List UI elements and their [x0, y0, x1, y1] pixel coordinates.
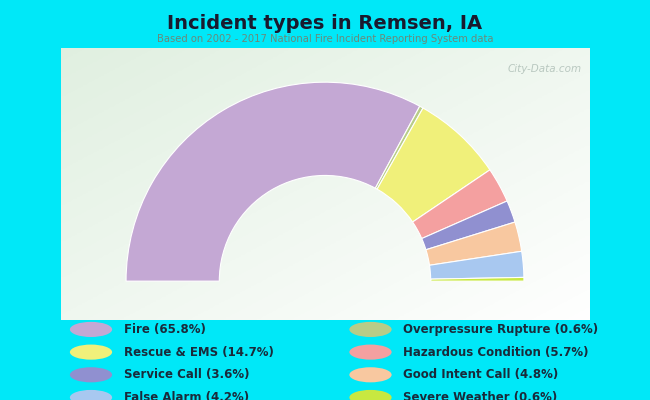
Wedge shape: [126, 82, 420, 281]
Ellipse shape: [70, 390, 112, 400]
Text: False Alarm (4.2%): False Alarm (4.2%): [124, 391, 248, 400]
Text: Incident types in Remsen, IA: Incident types in Remsen, IA: [168, 14, 482, 33]
Text: Based on 2002 - 2017 National Fire Incident Reporting System data: Based on 2002 - 2017 National Fire Incid…: [157, 34, 493, 44]
Text: Service Call (3.6%): Service Call (3.6%): [124, 368, 249, 381]
Wedge shape: [377, 108, 490, 222]
Text: Hazardous Condition (5.7%): Hazardous Condition (5.7%): [403, 346, 588, 359]
Text: City-Data.com: City-Data.com: [508, 64, 582, 74]
Wedge shape: [422, 201, 515, 250]
Ellipse shape: [349, 344, 391, 360]
Text: Severe Weather (0.6%): Severe Weather (0.6%): [403, 391, 557, 400]
Ellipse shape: [349, 367, 391, 382]
Text: Overpressure Rupture (0.6%): Overpressure Rupture (0.6%): [403, 323, 598, 336]
Ellipse shape: [70, 344, 112, 360]
Ellipse shape: [349, 390, 391, 400]
Wedge shape: [413, 170, 507, 238]
Wedge shape: [430, 251, 524, 279]
Ellipse shape: [70, 367, 112, 382]
Text: Rescue & EMS (14.7%): Rescue & EMS (14.7%): [124, 346, 274, 359]
Wedge shape: [431, 277, 524, 281]
Wedge shape: [375, 106, 423, 189]
Ellipse shape: [349, 322, 391, 337]
Text: Good Intent Call (4.8%): Good Intent Call (4.8%): [403, 368, 558, 381]
Text: Fire (65.8%): Fire (65.8%): [124, 323, 205, 336]
Wedge shape: [426, 222, 522, 265]
Ellipse shape: [70, 322, 112, 337]
